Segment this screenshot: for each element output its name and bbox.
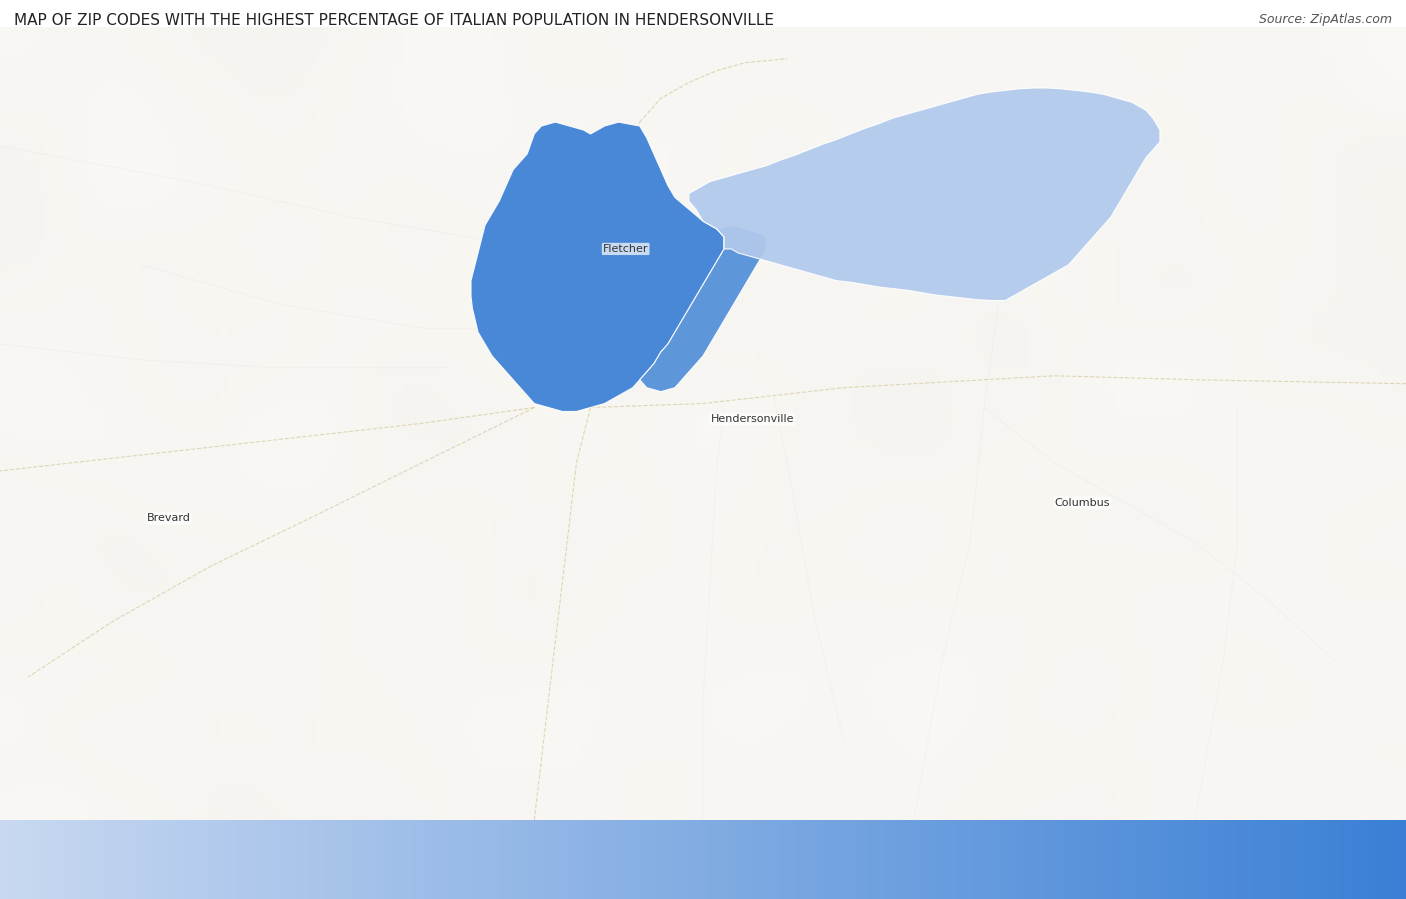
Text: MAP OF ZIP CODES WITH THE HIGHEST PERCENTAGE OF ITALIAN POPULATION IN HENDERSONV: MAP OF ZIP CODES WITH THE HIGHEST PERCEN… <box>14 13 775 29</box>
Text: Source: ZipAtlas.com: Source: ZipAtlas.com <box>1258 13 1392 26</box>
Text: Columbus: Columbus <box>1054 498 1111 508</box>
Polygon shape <box>471 122 724 412</box>
Polygon shape <box>689 88 1160 300</box>
Text: Brevard: Brevard <box>146 513 191 523</box>
Text: Hendersonville: Hendersonville <box>710 414 794 424</box>
Polygon shape <box>640 225 766 392</box>
Text: Fletcher: Fletcher <box>603 244 648 254</box>
